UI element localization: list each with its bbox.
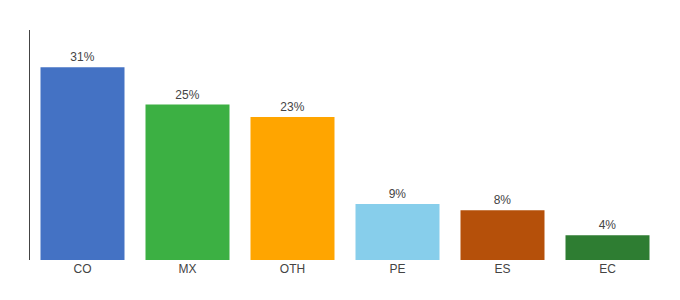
svg-text:MX: MX [179,262,197,276]
svg-text:EC: EC [599,262,616,276]
svg-text:31%: 31% [70,50,94,64]
svg-text:9%: 9% [389,187,407,201]
svg-text:25%: 25% [175,88,199,102]
svg-text:8%: 8% [494,193,512,207]
svg-text:OTH: OTH [280,262,305,276]
svg-text:PE: PE [389,262,405,276]
svg-text:4%: 4% [599,218,617,232]
svg-text:ES: ES [494,262,510,276]
svg-text:CO: CO [74,262,92,276]
svg-text:23%: 23% [280,100,304,114]
